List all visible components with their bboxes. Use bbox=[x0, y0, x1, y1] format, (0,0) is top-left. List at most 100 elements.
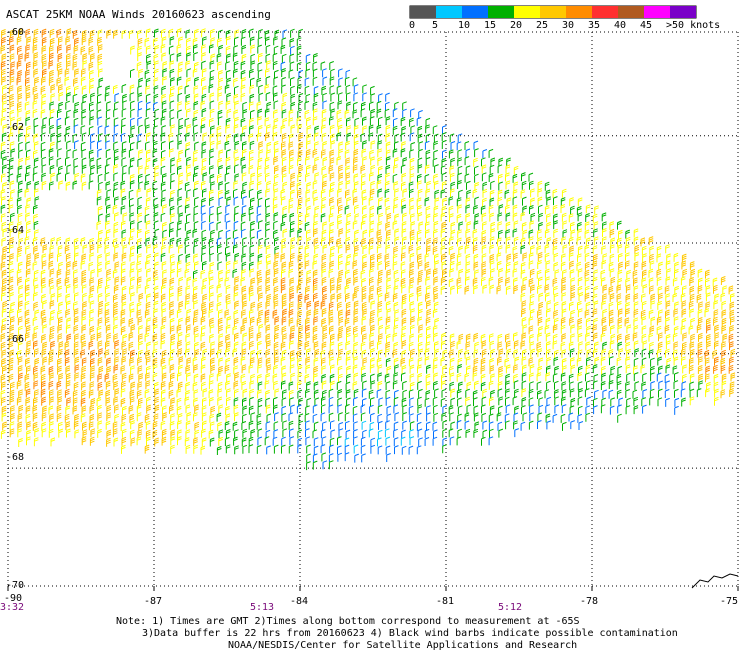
wind-barb bbox=[98, 389, 104, 399]
wind-barb bbox=[113, 164, 118, 174]
wind-barb bbox=[32, 421, 38, 431]
wind-barb bbox=[65, 405, 70, 415]
wind-barb bbox=[121, 285, 127, 295]
wind-barb bbox=[529, 334, 534, 343]
wind-barb bbox=[33, 340, 38, 350]
wind-barb bbox=[473, 285, 478, 294]
wind-barb bbox=[529, 205, 534, 214]
wind-barb bbox=[680, 293, 686, 302]
wind-barb bbox=[584, 221, 590, 231]
wind-barb bbox=[537, 348, 543, 358]
wind-barb bbox=[417, 133, 423, 143]
wind-barb bbox=[216, 221, 222, 231]
wind-barb bbox=[128, 317, 134, 327]
wind-barb bbox=[682, 285, 687, 295]
wind-barb bbox=[282, 228, 288, 238]
wind-barb bbox=[600, 404, 606, 414]
wind-barb bbox=[65, 308, 70, 318]
wind-barb bbox=[160, 181, 166, 191]
wind-barb bbox=[34, 428, 39, 437]
wind-barb bbox=[377, 156, 383, 166]
wind-barb bbox=[90, 365, 95, 375]
wind-barb bbox=[234, 429, 239, 439]
wind-barb bbox=[322, 141, 327, 150]
wind-barb bbox=[537, 260, 542, 269]
wind-barb bbox=[674, 285, 679, 295]
wind-barb bbox=[384, 180, 390, 190]
wind-barb bbox=[570, 333, 575, 343]
wind-barb bbox=[97, 29, 103, 39]
wind-barb bbox=[113, 141, 118, 151]
wind-barb bbox=[130, 420, 135, 430]
wind-barb bbox=[472, 390, 478, 399]
wind-barb bbox=[40, 373, 46, 383]
wind-barb bbox=[658, 292, 663, 302]
wind-barb bbox=[154, 437, 159, 447]
wind-barb bbox=[362, 308, 367, 318]
wind-barb bbox=[362, 229, 368, 239]
wind-barb bbox=[321, 124, 326, 134]
wind-barb bbox=[209, 317, 214, 327]
wind-barb bbox=[273, 421, 279, 431]
wind-barb bbox=[162, 412, 167, 422]
wind-barb bbox=[658, 365, 663, 375]
wind-barb bbox=[41, 37, 47, 46]
wind-barb bbox=[322, 173, 327, 183]
wind-barb bbox=[186, 172, 192, 182]
wind-barb bbox=[497, 388, 503, 398]
wind-barb bbox=[225, 293, 231, 303]
wind-barb bbox=[25, 77, 30, 87]
wind-barb bbox=[472, 372, 478, 382]
wind-barb bbox=[272, 132, 278, 141]
wind-barb bbox=[97, 412, 102, 422]
wind-barb bbox=[641, 348, 647, 358]
wind-barb bbox=[353, 140, 359, 150]
wind-barb bbox=[528, 388, 534, 398]
wind-barb bbox=[538, 212, 543, 222]
wind-barb bbox=[560, 324, 566, 334]
wind-barb bbox=[521, 388, 527, 398]
wind-barb bbox=[218, 77, 223, 87]
wind-barb bbox=[617, 269, 623, 279]
wind-barb bbox=[562, 269, 567, 279]
wind-barb bbox=[33, 133, 38, 143]
wind-barb bbox=[9, 36, 14, 46]
wind-barb bbox=[96, 325, 102, 335]
wind-barb bbox=[257, 165, 262, 175]
wind-barb bbox=[58, 261, 63, 271]
wind-barb bbox=[490, 348, 495, 358]
wind-barb bbox=[88, 61, 94, 71]
wind-barb bbox=[538, 204, 543, 214]
wind-barb bbox=[513, 340, 519, 350]
wind-barb bbox=[570, 420, 575, 430]
wind-barb bbox=[360, 108, 366, 118]
wind-barb bbox=[353, 148, 359, 158]
wind-barb bbox=[680, 388, 686, 398]
wind-barb bbox=[216, 301, 222, 311]
wind-barb bbox=[433, 429, 438, 439]
wind-barb bbox=[473, 357, 479, 367]
wind-barb bbox=[265, 333, 271, 343]
wind-barb bbox=[112, 269, 118, 279]
wind-barb bbox=[153, 220, 159, 230]
wind-barb bbox=[560, 261, 566, 271]
wind-barb bbox=[241, 261, 247, 271]
wind-barb bbox=[80, 260, 86, 270]
wind-barb bbox=[97, 428, 102, 438]
wind-barb bbox=[561, 308, 567, 318]
wind-barb bbox=[184, 300, 190, 310]
wind-barb bbox=[584, 229, 590, 239]
wind-barb bbox=[648, 268, 654, 278]
wind-barb bbox=[56, 172, 62, 182]
wind-barb bbox=[650, 365, 655, 375]
wind-barb bbox=[120, 180, 126, 190]
wind-barb bbox=[50, 93, 56, 103]
wind-barb bbox=[34, 252, 40, 262]
wind-barb bbox=[345, 244, 351, 254]
wind-barb bbox=[106, 101, 111, 111]
wind-barb bbox=[186, 276, 192, 286]
wind-barb bbox=[25, 110, 31, 119]
wind-barb bbox=[545, 372, 551, 382]
wind-barb bbox=[321, 85, 327, 95]
wind-barb bbox=[361, 237, 366, 247]
